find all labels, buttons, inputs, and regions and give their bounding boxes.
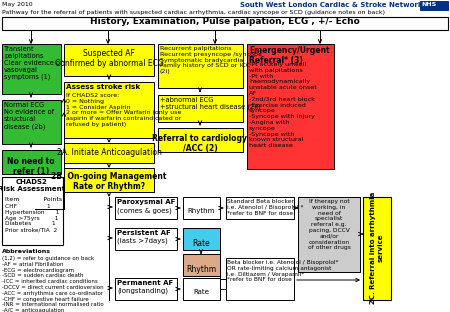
Text: (1,2) = refer to guidance on back
-AF = atrial Fibrillation
-ECG = electrocardio: (1,2) = refer to guidance on back -AF = … (2, 256, 104, 312)
Text: Assess stroke risk: Assess stroke risk (66, 84, 140, 90)
Text: No need to
refer (1): No need to refer (1) (7, 157, 55, 176)
Text: If CHADS2 score:
0 = Nothing
1 = Consider Aspirin
2 or more = Offer Warfarin (on: If CHADS2 score: 0 = Nothing 1 = Conside… (66, 93, 181, 127)
Text: 2A. Initiate Anticoagulation: 2A. Initiate Anticoagulation (57, 148, 162, 157)
Text: Beta blocker i.e. Atenolol / Bisoprolol*
OR rate-limiting calcium antagonist
i.e: Beta blocker i.e. Atenolol / Bisoprolol*… (227, 260, 338, 282)
Bar (247, 44, 334, 169)
Text: Rate: Rate (193, 289, 209, 295)
Text: CHADS2: CHADS2 (16, 179, 48, 185)
Bar (226, 258, 294, 300)
Bar (2, 44, 61, 94)
Text: If therapy not
working, in
need of
specialist
referral e.g.
pacing, DCCV
and/or
: If therapy not working, in need of speci… (307, 199, 351, 251)
Bar (2, 100, 61, 144)
Bar (2, 177, 63, 245)
Text: Permanent AF: Permanent AF (117, 280, 173, 286)
Text: (lasts >7days): (lasts >7days) (117, 238, 168, 245)
Bar (2, 17, 448, 30)
Text: Rhythm: Rhythm (187, 208, 215, 214)
Bar (158, 95, 243, 122)
Bar (115, 197, 177, 219)
Text: Rate: Rate (192, 239, 210, 248)
Text: Paroxysmal AF: Paroxysmal AF (117, 199, 176, 205)
Bar (64, 143, 154, 163)
Text: South West London Cardiac & Stroke Network: South West London Cardiac & Stroke Netwo… (240, 2, 423, 8)
Text: May 2010: May 2010 (2, 2, 32, 7)
Bar (64, 82, 154, 138)
Text: CHF                1
Hypertension      1
Age >75yrs        1
Diabetes           : CHF 1 Hypertension 1 Age >75yrs 1 Diabet… (5, 204, 59, 232)
Text: Persistent AF: Persistent AF (117, 230, 171, 236)
Bar (298, 197, 360, 272)
Text: Standard Beta blocker
i.e. Atenolol / Bisoprolol *
*refer to BNF for dose: Standard Beta blocker i.e. Atenolol / Bi… (227, 199, 303, 216)
Bar (363, 197, 391, 300)
Text: Pathway for the referral of patients with suspected cardiac arrhythmia, cardiac : Pathway for the referral of patients wit… (2, 10, 385, 15)
Text: Transient
palpitations
Clear evidence of
vasovagal
symptoms (1): Transient palpitations Clear evidence of… (4, 46, 63, 80)
Text: Risk Assessment: Risk Assessment (0, 186, 66, 192)
Text: Abbreviations: Abbreviations (2, 249, 51, 254)
Bar (64, 168, 154, 192)
Bar (183, 278, 220, 300)
Bar (226, 197, 294, 219)
Bar (115, 278, 177, 300)
Text: -Pt acutely unwell
with palpitations
-Pt with
haemodynamically
unstable acute on: -Pt acutely unwell with palpitations -Pt… (249, 62, 317, 148)
Bar (420, 1, 448, 10)
Text: Emergency/Urgent
Referral* (3): Emergency/Urgent Referral* (3) (249, 46, 329, 66)
Text: +abnormal ECG
+structural heart disease (2ii): +abnormal ECG +structural heart disease … (160, 97, 261, 110)
Text: (comes & goes): (comes & goes) (117, 207, 172, 213)
Text: NHS: NHS (421, 2, 436, 7)
Text: 2C. Referral into arrhythmia
service: 2C. Referral into arrhythmia service (370, 192, 383, 304)
Text: Item            Points: Item Points (5, 197, 62, 202)
Text: History, Examination, Pulse palpation, ECG , +/- Echo: History, Examination, Pulse palpation, E… (90, 17, 360, 26)
Bar (2, 150, 61, 174)
Text: Referral to cardiology
/ACC (2): Referral to cardiology /ACC (2) (153, 134, 248, 154)
Text: Normal ECG
No evidence of
structural
disease (2b): Normal ECG No evidence of structural dis… (4, 102, 54, 129)
Text: Suspected AF
Confirmed by abnormal ECG: Suspected AF Confirmed by abnormal ECG (54, 49, 163, 68)
Text: (longstanding): (longstanding) (117, 288, 168, 295)
Bar (183, 254, 220, 276)
Bar (183, 197, 220, 219)
Bar (158, 44, 243, 88)
Bar (183, 228, 220, 250)
Text: Recurrent palpitations
Recurrent presyncope /syncope
Symptomatic bradycardia
Fam: Recurrent palpitations Recurrent presync… (160, 46, 262, 74)
Text: Rhythm: Rhythm (186, 265, 216, 274)
Bar (115, 228, 177, 250)
Text: 2B. On-going Management
Rate or Rhythm?: 2B. On-going Management Rate or Rhythm? (51, 172, 167, 191)
Bar (64, 44, 154, 76)
Bar (158, 128, 243, 152)
